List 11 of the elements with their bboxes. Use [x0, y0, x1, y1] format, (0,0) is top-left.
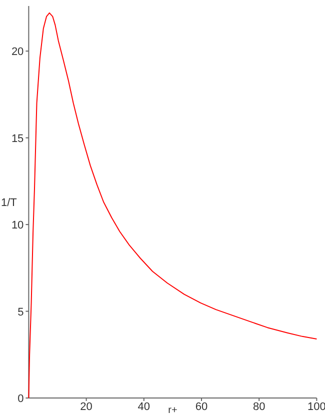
- y-tick-label: 20: [11, 46, 24, 58]
- y-tick-label: 0: [18, 393, 24, 405]
- x-tick-label: 60: [195, 401, 208, 413]
- y-tick-label: 15: [11, 132, 24, 145]
- x-tick-label: 80: [252, 401, 266, 413]
- x-tick-label: 20: [80, 401, 92, 413]
- x-tick-label: 40: [138, 401, 150, 413]
- y-tick-label: 10: [11, 220, 24, 232]
- x-axis-title: r+: [168, 405, 178, 415]
- y-axis-title: 1/T: [1, 197, 18, 209]
- y-tick-label: 5: [18, 306, 24, 318]
